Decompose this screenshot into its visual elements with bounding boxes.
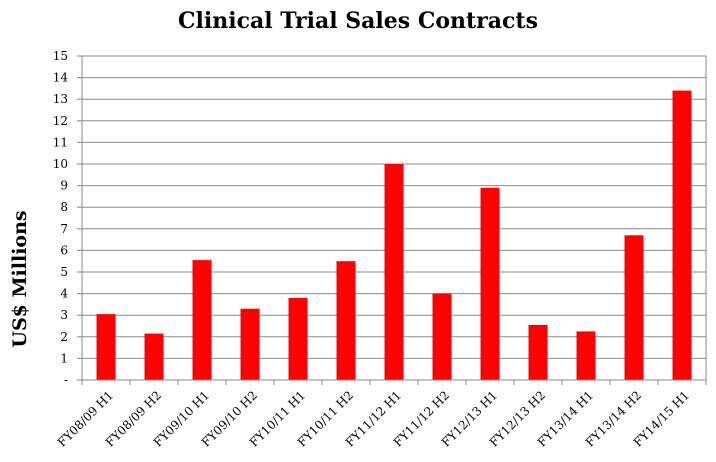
bar [480,187,500,380]
y-tick-label: 14 [53,71,69,85]
y-tick-label: 10 [53,157,68,171]
bar [144,333,164,380]
y-tick-label: 8 [60,200,68,214]
y-tick-label: 1 [60,351,68,365]
bar [336,261,356,380]
bar [432,293,452,380]
bar [240,308,260,380]
y-tick-label: 13 [53,92,68,106]
y-tick-label: 7 [60,222,68,236]
bar [528,324,548,380]
bar [624,235,644,380]
bar [96,314,116,380]
y-tick-label: 6 [60,243,68,257]
chart-title: Clinical Trial Sales Contracts [178,8,538,34]
y-tick-label: 2 [60,330,68,344]
bar [384,164,404,380]
y-tick-label: 3 [60,308,68,322]
bar [576,331,596,380]
bar [192,260,212,380]
y-tick-label: 5 [60,265,68,279]
y-tick-label: 11 [53,135,68,149]
bar [672,90,692,380]
bar [288,297,308,380]
y-tick-label: 15 [53,49,68,63]
y-tick-label: 4 [60,287,68,301]
y-tick-label: 9 [60,179,68,193]
y-tick-label: - [64,373,68,387]
y-tick-label: 12 [53,114,68,128]
